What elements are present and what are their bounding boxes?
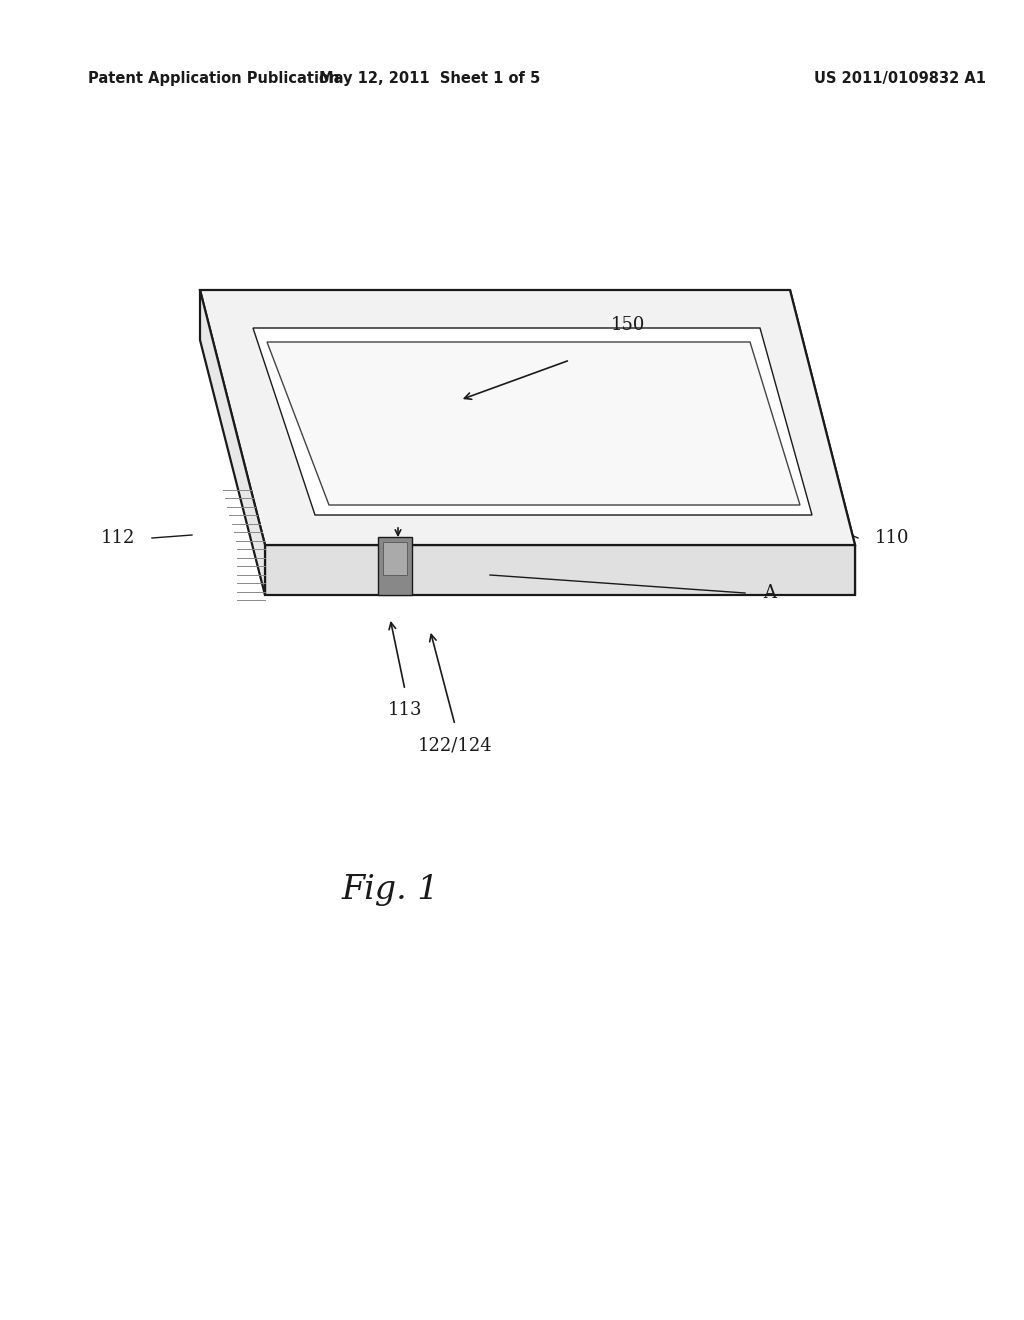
- Text: US 2011/0109832 A1: US 2011/0109832 A1: [814, 70, 986, 86]
- Text: Fig. 1: Fig. 1: [341, 874, 439, 906]
- Text: 150: 150: [610, 315, 645, 334]
- Text: May 12, 2011  Sheet 1 of 5: May 12, 2011 Sheet 1 of 5: [319, 70, 541, 86]
- Polygon shape: [200, 290, 265, 595]
- Text: 122/124: 122/124: [418, 737, 493, 754]
- Polygon shape: [267, 342, 800, 506]
- Text: Patent Application Publication: Patent Application Publication: [88, 70, 340, 86]
- Text: 110: 110: [874, 529, 909, 546]
- Polygon shape: [790, 290, 855, 595]
- Text: A: A: [764, 583, 776, 602]
- Polygon shape: [383, 543, 407, 576]
- Polygon shape: [253, 327, 812, 515]
- Polygon shape: [265, 545, 855, 595]
- Text: 113: 113: [388, 701, 422, 719]
- Text: 112: 112: [100, 529, 135, 546]
- Polygon shape: [378, 537, 412, 595]
- Polygon shape: [200, 290, 855, 545]
